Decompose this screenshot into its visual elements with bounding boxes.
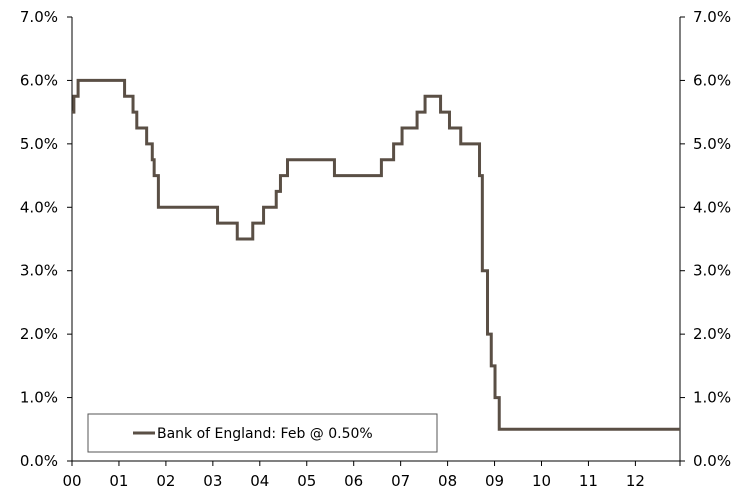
- y-tick-label-right: 4.0%: [693, 198, 731, 216]
- y-tick-label-left: 4.0%: [20, 198, 58, 216]
- x-ticks: 00 01 02 03 04 05 06 07 08 09 10 11 12: [62, 461, 681, 490]
- y-tick-label-right: 1.0%: [693, 389, 731, 407]
- y-tick-label-left: 0.0%: [20, 452, 58, 470]
- y-tick-label-right: 7.0%: [693, 8, 731, 26]
- x-tick-label: 11: [579, 472, 598, 490]
- x-tick-label: 04: [250, 472, 269, 490]
- x-tick-label: 02: [156, 472, 175, 490]
- x-tick-label: 08: [438, 472, 457, 490]
- series-line-0: [72, 78, 680, 431]
- y-tick-label-right: 2.0%: [693, 325, 731, 343]
- x-tick-label: 01: [109, 472, 128, 490]
- legend-label: Bank of England: Feb @ 0.50%: [157, 426, 373, 442]
- x-tick-label: 07: [391, 472, 410, 490]
- y-tick-label-right: 0.0%: [693, 452, 731, 470]
- x-tick-label: 10: [532, 472, 551, 490]
- x-tick-label: 06: [344, 472, 363, 490]
- x-tick-label: 03: [203, 472, 222, 490]
- x-tick-label: 05: [297, 472, 316, 490]
- axes: 0.0% 0.0% 1.0% 1.0% 2.0% 2.0% 3.0% 3.0% 4.0% 4.0%…: [20, 8, 731, 490]
- legend: Bank of England: Feb @ 0.50%: [87, 413, 438, 453]
- y-tick-label-left: 1.0%: [20, 389, 58, 407]
- x-tick-label: 12: [626, 472, 645, 490]
- x-tick-label: 09: [485, 472, 504, 490]
- x-tick-label: 00: [62, 472, 81, 490]
- y-tick-label-right: 5.0%: [693, 135, 731, 153]
- y-tick-label-left: 6.0%: [20, 71, 58, 89]
- y-tick-label-left: 2.0%: [20, 325, 58, 343]
- y-tick-label-right: 3.0%: [693, 262, 731, 280]
- y-tick-label-left: 3.0%: [20, 262, 58, 280]
- y-ticks: 0.0% 0.0% 1.0% 1.0% 2.0% 2.0% 3.0% 3.0% 4.0% 4.0%…: [20, 8, 731, 470]
- series-layer: [72, 78, 680, 431]
- y-tick-label-left: 7.0%: [20, 8, 58, 26]
- y-tick-label-right: 6.0%: [693, 71, 731, 89]
- y-tick-label-left: 5.0%: [20, 135, 58, 153]
